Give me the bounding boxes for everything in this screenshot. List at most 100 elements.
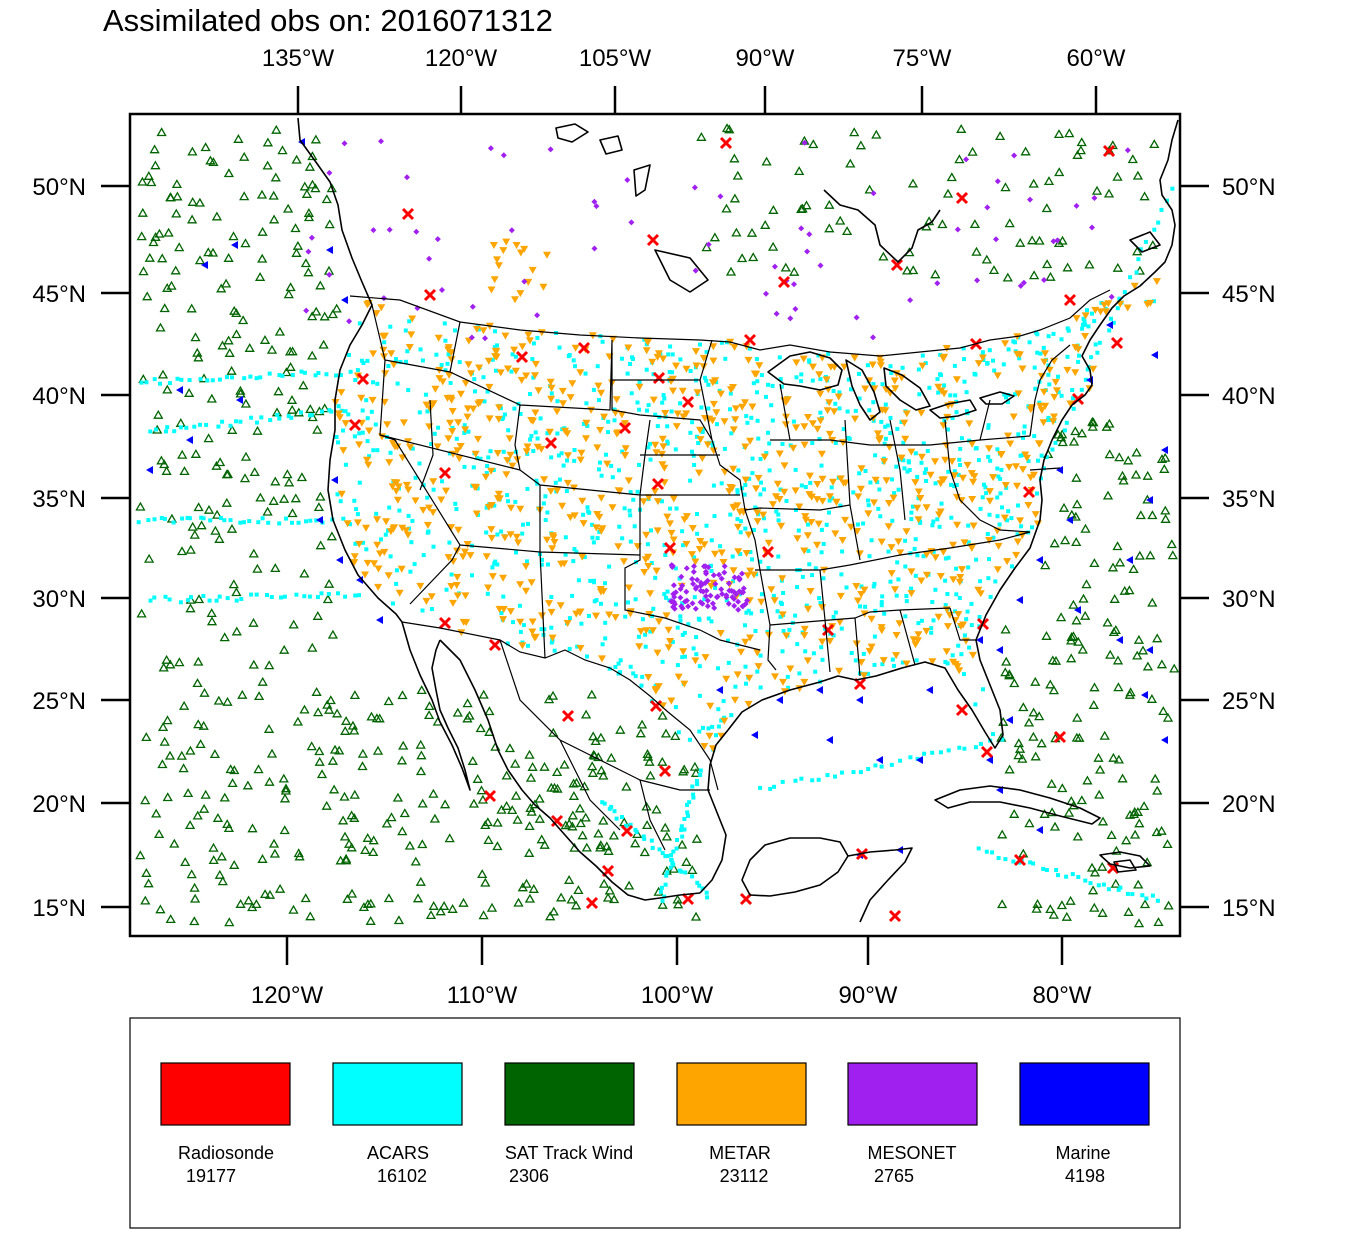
metar-marker — [355, 441, 364, 449]
sat-track-wind-marker — [211, 460, 222, 470]
sat-track-wind-marker — [1043, 176, 1055, 186]
acars-marker — [706, 726, 711, 731]
acars-marker — [964, 390, 969, 395]
metar-marker — [393, 443, 402, 451]
metar-marker — [337, 389, 346, 397]
sat-track-wind-marker — [956, 123, 967, 133]
acars-marker — [840, 549, 845, 554]
acars-marker — [795, 642, 800, 647]
acars-marker — [567, 646, 572, 651]
acars-marker — [585, 654, 589, 659]
acars-marker — [826, 351, 831, 356]
acars-marker — [692, 595, 697, 600]
acars-marker — [839, 572, 844, 577]
acars-marker — [542, 627, 547, 632]
mesonet-marker — [739, 570, 745, 577]
metar-marker — [895, 620, 904, 628]
metar-marker — [531, 372, 539, 380]
sat-track-wind-marker — [575, 818, 586, 828]
acars-marker — [837, 406, 842, 411]
mesonet-marker — [692, 267, 699, 274]
acars-marker — [916, 621, 921, 626]
metar-marker — [1013, 482, 1021, 490]
sat-track-wind-marker — [366, 711, 377, 721]
acars-marker — [214, 598, 219, 603]
sat-track-wind-marker — [240, 451, 252, 461]
acars-marker — [595, 364, 600, 369]
metar-marker — [402, 481, 411, 489]
radiosonde-marker — [1022, 485, 1036, 499]
acars-marker — [590, 522, 595, 527]
sat-track-wind-marker — [642, 751, 654, 761]
metar-marker — [546, 487, 555, 495]
acars-marker — [666, 352, 671, 357]
top-lon-label: 120°W — [425, 45, 498, 72]
acars-marker — [1011, 859, 1016, 864]
metar-marker — [805, 472, 814, 480]
acars-marker — [397, 508, 402, 513]
sat-track-wind-marker — [1087, 421, 1098, 431]
sat-track-wind-marker — [1104, 449, 1115, 459]
sat-track-wind-marker — [1162, 712, 1174, 722]
metar-marker — [437, 496, 446, 504]
sat-track-wind-marker — [524, 893, 536, 903]
acars-marker — [687, 737, 692, 742]
acars-marker — [555, 399, 560, 404]
sat-track-wind-marker — [185, 544, 196, 554]
acars-marker — [986, 425, 991, 430]
metar-marker — [523, 443, 532, 451]
sat-track-wind-marker — [1070, 426, 1081, 436]
radiosonde-marker — [888, 909, 902, 923]
acars-marker — [417, 461, 422, 466]
acars-marker — [886, 549, 891, 554]
radiosonde-marker — [620, 824, 634, 838]
metar-marker — [649, 396, 658, 404]
sat-track-wind-marker — [251, 899, 262, 909]
sat-track-wind-marker — [1055, 612, 1067, 622]
metar-marker — [939, 476, 948, 484]
acars-marker — [793, 467, 798, 472]
metar-marker — [493, 256, 501, 264]
acars-marker — [522, 623, 526, 628]
metar-marker — [429, 478, 438, 486]
acars-marker — [924, 479, 929, 483]
mesonet-marker — [694, 576, 701, 583]
acars-marker — [1106, 887, 1111, 892]
metar-marker — [1072, 315, 1081, 323]
metar-marker — [1012, 463, 1020, 471]
sat-track-wind-marker — [464, 710, 475, 720]
metar-marker — [472, 510, 481, 518]
acars-marker — [633, 597, 638, 602]
acars-marker — [957, 596, 962, 600]
acars-marker — [284, 516, 288, 521]
acars-marker — [799, 372, 804, 377]
acars-marker — [313, 373, 318, 378]
acars-marker — [762, 487, 766, 492]
sat-track-wind-marker — [193, 656, 204, 666]
sat-track-wind-marker — [321, 194, 332, 204]
metar-marker — [463, 541, 472, 548]
marine-marker — [146, 466, 153, 474]
metar-marker — [780, 462, 789, 470]
acars-marker — [981, 687, 985, 692]
metar-marker — [454, 526, 463, 534]
sat-track-wind-marker — [1039, 808, 1050, 818]
acars-marker — [1080, 322, 1085, 327]
metar-marker — [928, 658, 937, 666]
acars-marker — [341, 516, 346, 521]
metar-marker — [775, 496, 784, 503]
acars-marker — [259, 415, 264, 420]
sat-track-wind-marker — [428, 900, 439, 910]
acars-marker — [648, 441, 653, 446]
acars-marker — [627, 508, 632, 513]
acars-marker — [709, 568, 714, 573]
sat-track-wind-marker — [1054, 167, 1065, 177]
sat-track-wind-marker — [303, 267, 314, 277]
marine-marker — [1066, 516, 1073, 524]
acars-marker — [614, 816, 619, 821]
metar-marker — [475, 364, 484, 372]
acars-marker — [678, 357, 683, 362]
sat-track-wind-marker — [721, 123, 733, 133]
acars-marker — [936, 390, 941, 395]
acars-marker — [175, 376, 180, 381]
